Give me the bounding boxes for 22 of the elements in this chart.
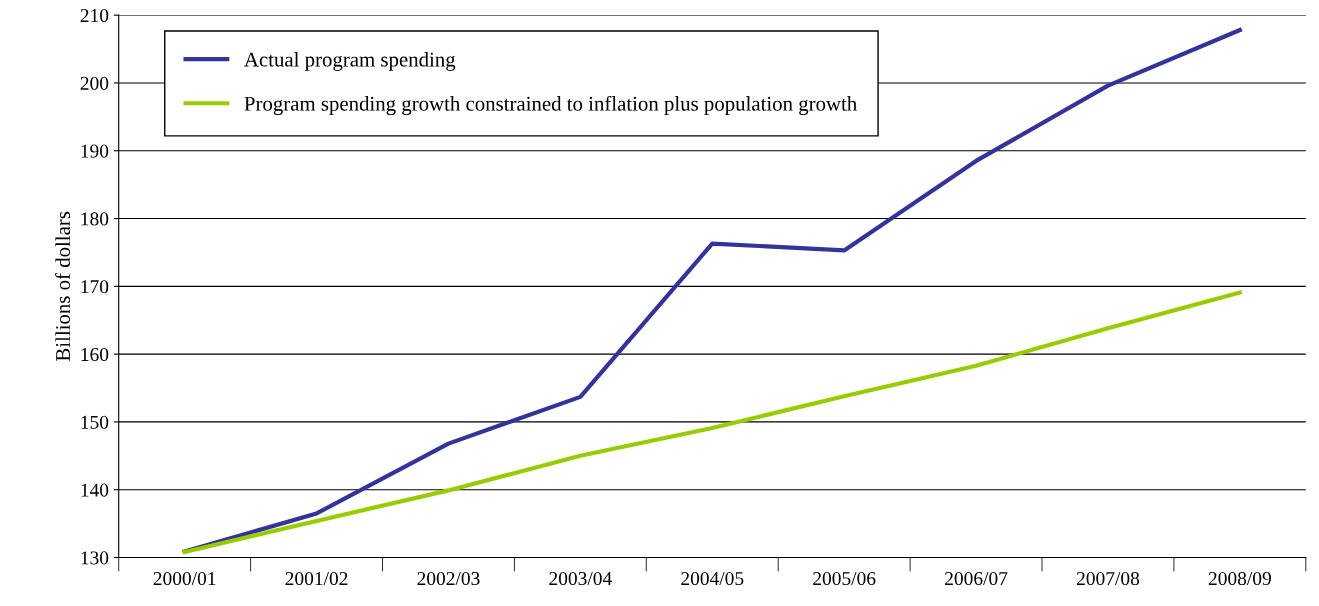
x-tick-label: 2001/02: [285, 571, 348, 586]
y-tick-label: 190: [81, 144, 109, 158]
legend-label: Actual program spending: [244, 51, 456, 71]
y-tick-label: 150: [81, 415, 109, 429]
y-tick-label: 130: [81, 551, 109, 565]
y-tick-label: 160: [81, 347, 109, 362]
x-tick-label: 2003/04: [549, 571, 612, 586]
x-tick-label: 2002/03: [417, 571, 480, 586]
x-tick-label: 2004/05: [681, 571, 744, 586]
y-tick-label: 140: [81, 483, 109, 497]
x-tick-label: 2005/06: [813, 571, 876, 586]
x-tick-label: 2007/08: [1076, 571, 1140, 586]
x-tick-label: 2006/07: [945, 571, 1008, 586]
y-tick-label: 200: [80, 76, 109, 90]
x-tick-label: 2008/09: [1208, 571, 1271, 586]
y-axis-title: Billions of dollars: [55, 211, 71, 361]
y-tick-label: 180: [81, 212, 109, 226]
y-tick-label: 170: [81, 280, 109, 294]
legend-label: Program spending growth constrained to inflation plus population growth: [244, 95, 857, 116]
y-tick-label: 210: [80, 8, 109, 23]
line-series: [182, 290, 1242, 555]
x-tick-label: 2000/01: [153, 571, 216, 586]
